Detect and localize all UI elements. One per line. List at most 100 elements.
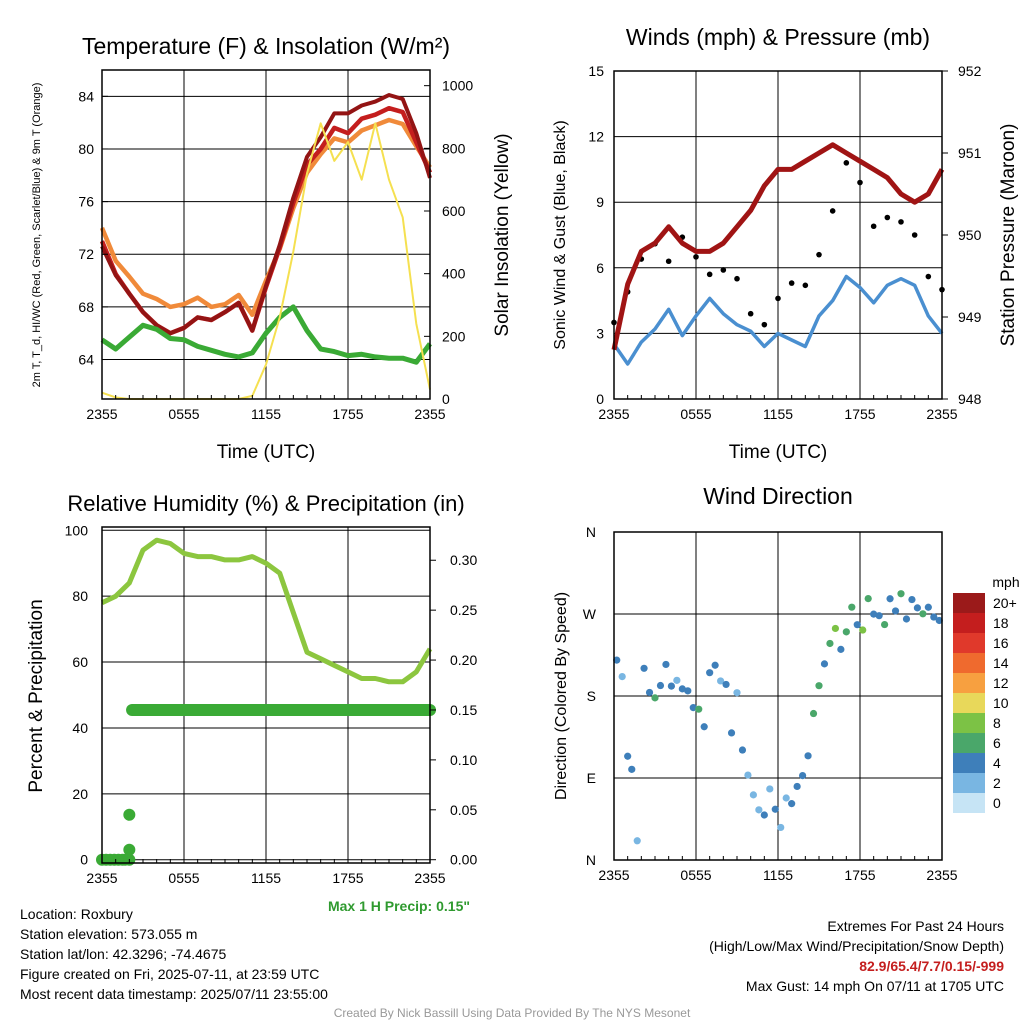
y-tick-label: 20 [72, 786, 88, 802]
panel-title: Wind Direction [703, 483, 853, 509]
rh-line [100, 537, 433, 685]
legend-swatch [953, 773, 985, 793]
x-tick-label: 2355 [926, 867, 957, 883]
y-tick-label: 15 [588, 63, 604, 79]
direction-point [673, 676, 681, 684]
direction-point [689, 704, 697, 712]
direction-point [749, 791, 758, 799]
direction-point [870, 610, 878, 618]
gust-point [693, 254, 699, 260]
direction-point [711, 661, 719, 669]
direction-point [628, 765, 636, 773]
direction-point [684, 687, 692, 695]
gust-point [802, 282, 809, 289]
y-tick-label-right: 1000 [442, 78, 473, 94]
direction-point [919, 610, 927, 618]
direction-point [831, 624, 840, 633]
plot-area [611, 142, 945, 366]
direction-point [613, 656, 621, 664]
legend-swatch [953, 713, 985, 733]
legend-swatch [953, 753, 985, 773]
direction-point [875, 612, 883, 620]
panel-humidity: Relative Humidity (%) & Precipitation (i… [26, 491, 477, 914]
credit-footer: Created By Nick Bassill Using Data Provi… [333, 1006, 691, 1020]
legend-label: 6 [993, 735, 1001, 751]
gust-point [665, 258, 672, 265]
gust-point [898, 219, 904, 225]
y-tick-label: 80 [72, 588, 88, 604]
x-tick-label: 1755 [844, 867, 875, 883]
x-tick-label: 1755 [332, 406, 363, 422]
direction-point [651, 694, 659, 702]
gust-point [775, 295, 781, 302]
y-tick-label: 76 [78, 194, 94, 210]
y-axis-label-left: Sonic Wind & Gust (Blue, Black) [552, 120, 569, 349]
y-tick-label-right: 0.20 [450, 652, 477, 668]
series-line [100, 304, 433, 365]
gust-point [829, 208, 836, 214]
wind-line [612, 274, 944, 366]
y-tick-label: 100 [65, 522, 89, 538]
direction-point [935, 616, 943, 625]
gust-point [761, 321, 768, 328]
panel-title: Relative Humidity (%) & Precipitation (i… [67, 491, 464, 516]
direction-point [881, 620, 889, 629]
direction-point [733, 689, 741, 697]
station-info: Location: Roxbury Station elevation: 573… [20, 904, 328, 1004]
y-tick-label: 80 [78, 141, 94, 157]
gust-point [925, 273, 932, 280]
y-tick-label: S [587, 688, 596, 704]
y-tick-label-right: 200 [442, 328, 466, 344]
tick-labels: 64 68 72 76 80 84 0 200 400 600 800 1000 2355 0555 115… [78, 78, 473, 422]
legend-label: 4 [993, 755, 1001, 771]
y-tick-label: N [586, 852, 596, 868]
direction-point [913, 604, 922, 612]
x-tick-label: 1155 [251, 870, 281, 886]
gust-point [734, 275, 740, 282]
y-tick-label: 6 [596, 260, 604, 276]
series-line [100, 93, 432, 336]
x-tick-label: 2355 [414, 870, 445, 886]
gust-point [720, 267, 727, 273]
y-tick-label: 9 [596, 194, 604, 210]
direction-point [820, 660, 829, 668]
y-tick-label-right: 0.25 [450, 602, 477, 618]
gust-point [884, 214, 891, 221]
legend-label: 12 [993, 675, 1009, 691]
precip-point [123, 843, 136, 856]
y-tick-label: 60 [72, 654, 88, 670]
x-tick-label: 1755 [844, 406, 875, 422]
y-tick-label: E [587, 770, 596, 786]
y-tick-label-right: 600 [442, 203, 466, 219]
direction-point [886, 595, 894, 603]
direction-point [793, 782, 801, 791]
y-tick-label: 0 [80, 852, 88, 868]
y-axis-label-left: Percent & Precipitation [26, 599, 47, 792]
direction-point [755, 806, 763, 814]
direction-point [809, 709, 818, 718]
legend-swatch [953, 653, 985, 673]
direction-point [744, 771, 752, 779]
direction-point [727, 729, 736, 737]
precip-point [123, 808, 136, 821]
extremes-subtitle: (High/Low/Max Wind/Precipitation/Snow De… [709, 938, 1004, 954]
y-axis-label-left: 2m T, T_d, HI/WC (Red, Green, Scarlet/Bl… [31, 83, 43, 388]
x-tick-label: 2355 [86, 870, 117, 886]
direction-point [771, 805, 779, 813]
y-tick-label-right: 0.00 [450, 852, 477, 868]
gridlines [102, 70, 430, 399]
direction-point [738, 746, 747, 754]
y-tick-label-right: 952 [958, 63, 982, 79]
direction-point [859, 626, 867, 634]
legend-label: 18 [993, 615, 1009, 631]
direction-point [722, 680, 730, 689]
legend-label: 0 [993, 795, 1001, 811]
direction-point [700, 723, 708, 731]
x-tick-label: 2355 [414, 406, 445, 422]
legend-swatch [953, 633, 985, 653]
panel-title: Temperature (F) & Insolation (W/m²) [82, 33, 450, 59]
direction-point [633, 837, 641, 845]
x-tick-label: 2355 [598, 406, 629, 422]
y-tick-label-right: 400 [442, 266, 466, 282]
